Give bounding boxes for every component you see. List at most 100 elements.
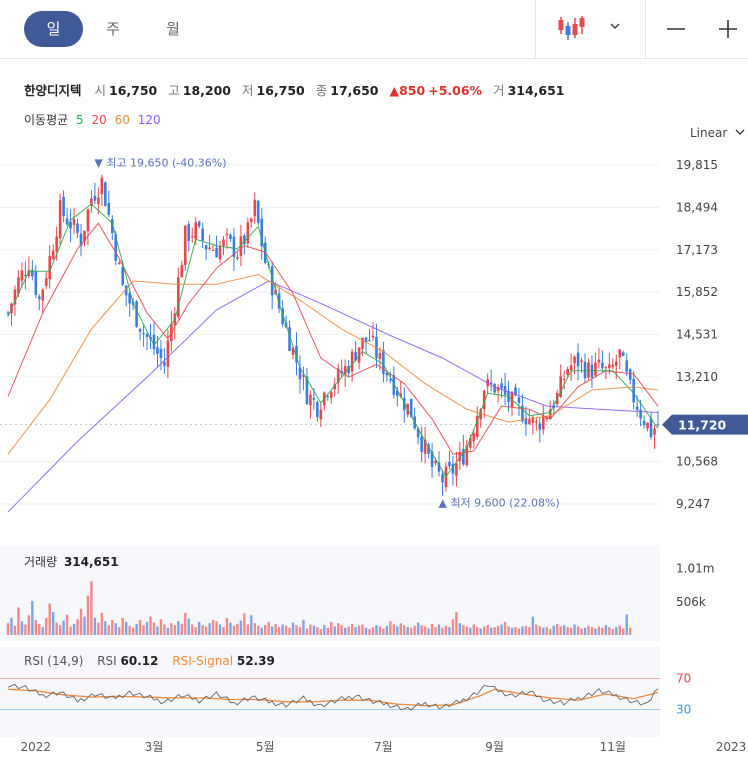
moving-average-legend[interactable]: 이동평균 5 20 60 120 [24, 111, 165, 128]
candle-body [441, 474, 444, 483]
price-axis-tick: 14,531 [676, 328, 718, 342]
volume-bar [208, 623, 211, 635]
rsi-signal-value: 52.39 [236, 654, 275, 668]
minus-icon[interactable] [664, 17, 688, 41]
candle-body [215, 247, 218, 258]
volume-bar [549, 629, 552, 635]
ma120-line [7, 280, 659, 513]
period-tab-week[interactable]: 주 [106, 20, 120, 38]
volume-bar [458, 623, 462, 635]
candle-body [521, 405, 524, 422]
volume-bar [375, 625, 378, 635]
volume-bar [340, 625, 343, 635]
candle [392, 366, 396, 399]
volume-bar [437, 624, 441, 635]
ma20-line [7, 222, 659, 455]
candle-body [354, 352, 357, 361]
plus-icon[interactable] [716, 17, 740, 41]
candle-body [656, 424, 660, 426]
candle-body [159, 349, 163, 359]
volume-bar [368, 629, 371, 635]
volume-axis-tick: 506k [676, 595, 706, 609]
candle-body [385, 372, 389, 376]
volume-bar [41, 627, 44, 635]
candle [152, 322, 156, 356]
candle [100, 174, 104, 206]
candlestick-icon[interactable] [556, 14, 586, 44]
volume-bar [20, 621, 24, 635]
candle-body [493, 384, 496, 393]
candle [475, 406, 479, 440]
volume-bar [215, 621, 218, 635]
volume-bar [399, 623, 402, 635]
period-tab-month[interactable]: 월 [166, 20, 180, 38]
candle [354, 341, 357, 362]
price-axis-tick: 18,494 [676, 200, 718, 214]
candle [465, 439, 469, 468]
candle [222, 236, 225, 256]
candle-body [614, 361, 618, 366]
candle [65, 207, 69, 227]
candle [524, 406, 528, 436]
volume-bar [389, 621, 392, 635]
volume-bar [170, 623, 173, 635]
volume-bar [76, 619, 79, 635]
volume-bar [10, 617, 13, 635]
candle-body [236, 257, 239, 259]
candle [291, 346, 295, 360]
volume-bar [569, 627, 573, 635]
candle [201, 222, 204, 249]
ma-legend-label: 이동평균 [24, 113, 69, 127]
candle [208, 234, 211, 251]
candle [225, 228, 229, 249]
current-price-label: 11,720 [678, 418, 727, 433]
volume-bar [257, 625, 260, 635]
candle [180, 260, 184, 278]
volume-bar [93, 617, 97, 635]
period-tab-day[interactable]: 일 [24, 11, 83, 47]
candle [211, 244, 215, 251]
volume-bar [149, 616, 152, 635]
candle-body [548, 409, 552, 420]
volume-bar [528, 627, 531, 635]
low-price-annotation: ▲ 최저 9,600 (22.08%) [438, 497, 559, 510]
volume-bar [118, 627, 121, 635]
volume-bar [441, 627, 444, 635]
candle-body [305, 376, 309, 405]
volume-bar [500, 624, 503, 635]
rsi-value: 60.12 [120, 654, 159, 668]
candle [260, 207, 264, 260]
volume-bar [135, 623, 138, 635]
candle-body [632, 378, 635, 403]
volume-value: 314,651 [507, 83, 565, 98]
price-change: ▲850 [389, 83, 426, 98]
candle [462, 434, 465, 467]
candle [503, 372, 507, 406]
candle-body [541, 415, 545, 430]
volume-bar [521, 626, 524, 635]
candle-body [256, 200, 260, 223]
candle [83, 230, 86, 247]
volume-bar [236, 623, 239, 635]
rsi-signal-line [7, 688, 659, 707]
time-axis-tick: 2022 [21, 740, 52, 754]
candle [72, 208, 76, 235]
candle-body [288, 327, 291, 351]
chevron-down-icon[interactable] [608, 18, 622, 32]
volume-bar [451, 619, 455, 635]
candle-body [194, 222, 198, 240]
volume-chart[interactable]: 1.01m 506k [0, 545, 748, 641]
candle-body [326, 396, 330, 398]
high-value: 18,200 [182, 83, 232, 98]
volume-bar [104, 621, 107, 635]
volume-bar [343, 627, 347, 635]
candle-body [628, 369, 632, 380]
volume-bar [295, 625, 298, 635]
rsi-chart[interactable]: 70 30 [0, 647, 748, 737]
volume-bar [361, 624, 364, 635]
candle-body [538, 423, 542, 430]
candle-body [187, 224, 191, 242]
price-chart[interactable]: 19,815 18,494 17,173 15,852 14,531 13,210 10,5… [0, 150, 748, 530]
candle-body [399, 393, 403, 397]
scale-mode-dropdown[interactable]: Linear [690, 126, 746, 140]
